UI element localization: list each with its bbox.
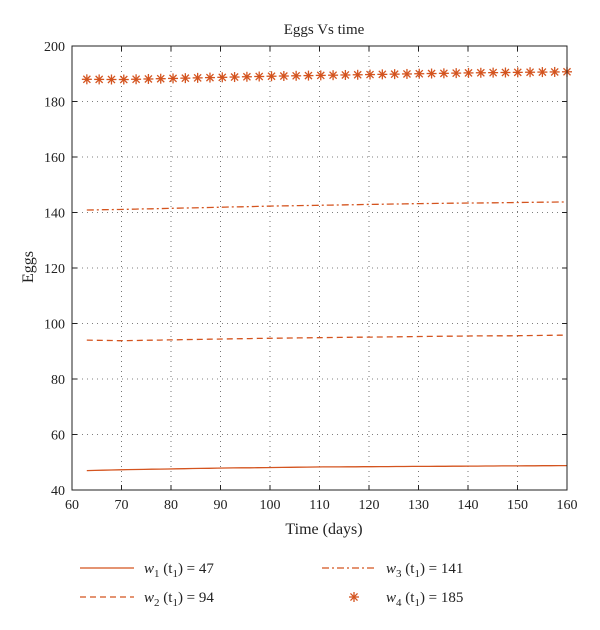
chart-title: Eggs Vs time [284,22,365,38]
series-w4-point-5 [143,73,154,84]
series-layer [81,66,572,472]
grid [72,46,567,490]
series-w4-point-28 [426,68,437,79]
series-w4-point-12 [229,72,240,83]
series-w4-point-31 [463,67,474,78]
series-w4-point-7 [168,73,179,84]
x-tick-label-10: 160 [557,498,578,513]
x-tick-label-8: 140 [458,498,479,513]
series-w4-point-36 [525,67,536,78]
x-axis-ticks: 60 70 80 90 100 110 120 130 140 150 160 [65,46,578,513]
series-w4-point-11 [217,72,228,83]
series-w4-point-29 [438,68,449,79]
legend-item-w2: w2 (t1) = 94 [80,590,214,609]
series-w4-point-24 [377,69,388,80]
series-w4-point-3 [118,74,129,85]
y-tick-label-7: 180 [44,96,65,111]
series-w4-point-26 [401,68,412,79]
x-tick-label-1: 70 [115,498,129,513]
series-w4-point-22 [352,69,363,80]
series-w4-point-21 [340,69,351,80]
series-w4-point-20 [328,70,339,81]
legend-label-w1: w1 (t1) = 47 [144,561,214,580]
series-w4-point-37 [537,67,548,78]
series-w4-point-10 [204,72,215,83]
series-w4-point-15 [266,71,277,82]
x-tick-label-3: 90 [214,498,228,513]
series-w1-line [86,464,567,472]
y-tick-label-2: 80 [51,373,65,388]
legend-label-w2: w2 (t1) = 94 [144,590,214,609]
series-w4-point-38 [549,66,560,77]
series-w4-point-33 [488,67,499,78]
series-w4-point-18 [303,70,314,81]
x-tick-label-5: 110 [309,498,329,513]
x-tick-label-9: 150 [507,498,528,513]
x-tick-label-0: 60 [65,498,79,513]
y-tick-label-4: 120 [44,262,65,277]
series-w4-point-14 [254,71,265,82]
legend-label-w4: w4 (t1) = 185 [386,590,463,609]
y-tick-label-6: 160 [44,151,65,166]
x-tick-label-7: 130 [408,498,429,513]
series-w4-point-4 [131,74,142,85]
x-axis-label: Time (days) [285,521,362,538]
x-tick-label-6: 120 [359,498,380,513]
series-w4-point-9 [192,72,203,83]
y-tick-label-8: 200 [44,40,65,55]
series-w4-point-32 [475,67,486,78]
y-tick-label-5: 140 [44,207,65,222]
series-w3-line [86,201,567,211]
y-axis-label: Eggs [20,251,37,283]
legend-item-w3: w3 (t1) = 141 [322,561,463,580]
legend-label-w3: w3 (t1) = 141 [386,561,463,580]
series-w4-point-25 [389,69,400,80]
x-tick-label-2: 80 [164,498,178,513]
series-w2-line [86,334,567,342]
series-w4-point-34 [500,67,511,78]
series-w4-point-0 [81,74,92,85]
x-tick-label-4: 100 [260,498,281,513]
y-tick-label-1: 60 [51,429,65,444]
legend-item-w4: w4 (t1) = 185 [349,590,463,609]
legend-swatch-w4 [349,592,359,602]
series-w4-point-27 [414,68,425,79]
series-w4-point-2 [106,74,117,85]
y-tick-label-0: 40 [51,484,65,499]
series-w4-point-1 [94,74,105,85]
series-w4-point-17 [291,70,302,81]
legend-item-w1: w1 (t1) = 47 [80,561,214,580]
series-w4-point-8 [180,73,191,84]
series-w4-point-35 [512,67,523,78]
series-w4-markers [81,66,572,85]
y-tick-label-3: 100 [44,318,65,333]
series-w4-point-23 [365,69,376,80]
series-w4-point-13 [241,71,252,82]
series-w4-point-30 [451,68,462,79]
series-w4-point-6 [155,73,166,84]
legend: w1 (t1) = 47 w2 (t1) = 94 w3 (t1) = 141 w4 … [80,561,463,609]
series-w4-point-16 [278,71,289,82]
series-w4-point-19 [315,70,326,81]
y-axis-ticks: 40 60 80 100 120 140 160 180 200 [44,40,567,499]
